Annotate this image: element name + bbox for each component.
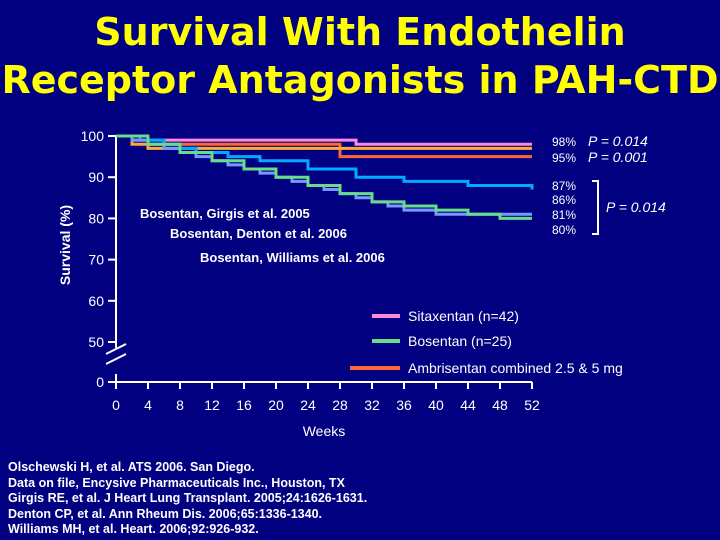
x-tick-label: 32 <box>364 397 380 413</box>
x-tick-label: 44 <box>460 397 476 413</box>
study-annotation: Bosentan, Girgis et al. 2005 <box>140 206 310 221</box>
x-tick-label: 16 <box>236 397 252 413</box>
end-value-label: 81% <box>552 208 576 222</box>
y-axis-break-mark <box>105 343 127 355</box>
legend-label: Sitaxentan (n=42) <box>408 308 519 324</box>
x-tick-label: 24 <box>300 397 316 413</box>
p-value-label: P = 0.014 <box>588 133 648 149</box>
reference-item: Girgis RE, et al. J Heart Lung Transplan… <box>8 491 368 505</box>
series-line-bosentan <box>116 134 532 220</box>
reference-item: Data on file, Encysive Pharmaceuticals I… <box>8 475 345 490</box>
reference-item: Olschewski H, et al. ATS 2006. San Diego… <box>8 460 255 474</box>
x-tick-label: 12 <box>204 397 220 413</box>
y-tick-label: 90 <box>88 169 104 185</box>
study-annotation: Bosentan, Denton et al. 2006 <box>170 226 347 241</box>
x-tick-label: 52 <box>524 397 540 413</box>
p-value-label: P = 0.001 <box>588 149 648 165</box>
bracket-mark <box>592 180 599 235</box>
legend-label: Ambrisentan combined 2.5 & 5 mg <box>408 360 623 376</box>
end-value-label: 95% <box>552 151 576 165</box>
references: Olschewski H, et al. ATS 2006. San Diego… <box>8 460 708 538</box>
study-annotation: Bosentan, Williams et al. 2006 <box>200 250 385 265</box>
series-line-bosentan_girgis <box>116 134 532 150</box>
y-tick-label: 100 <box>81 128 105 144</box>
y-tick-label: 0 <box>96 374 104 390</box>
x-tick-label: 4 <box>144 397 152 413</box>
y-tick-label: 80 <box>88 210 104 226</box>
end-value-label: 98% <box>552 135 576 149</box>
x-axis-label: Weeks <box>303 423 346 439</box>
slide-title-line2: Receptor Antagonists in PAH-CTD <box>1 58 719 102</box>
reference-item: Williams MH, et al. Heart. 2006;92:926-9… <box>8 522 259 536</box>
end-value-label: 80% <box>552 223 576 237</box>
end-value-label: 86% <box>552 193 576 207</box>
x-tick-label: 8 <box>176 397 184 413</box>
x-tick-label: 36 <box>396 397 412 413</box>
legend-label: Bosentan (n=25) <box>408 333 512 349</box>
y-axis-break-mark <box>105 353 127 365</box>
x-tick-label: 20 <box>268 397 284 413</box>
y-tick-label: 50 <box>88 334 104 350</box>
chart-series <box>116 134 534 220</box>
reference-item: Denton CP, et al. Ann Rheum Dis. 2006;65… <box>8 506 323 521</box>
x-tick-label: 28 <box>332 397 348 413</box>
x-tick-label: 48 <box>492 397 508 413</box>
chart-legend: Sitaxentan (n=42) Bosentan (n=25) Ambrisen… <box>350 308 623 376</box>
x-tick-label: 40 <box>428 397 444 413</box>
p-value-label: P = 0.014 <box>606 199 666 215</box>
slide-title: Survival With Endothelin Receptor Antago… <box>0 8 720 104</box>
y-axis-label: Survival (%) <box>57 205 73 285</box>
y-tick-label: 60 <box>88 293 104 309</box>
y-tick-label: 70 <box>88 252 104 268</box>
slide-title-line1: Survival With Endothelin <box>94 10 626 54</box>
end-value-label: 87% <box>552 179 576 193</box>
x-tick-label: 0 <box>112 397 120 413</box>
